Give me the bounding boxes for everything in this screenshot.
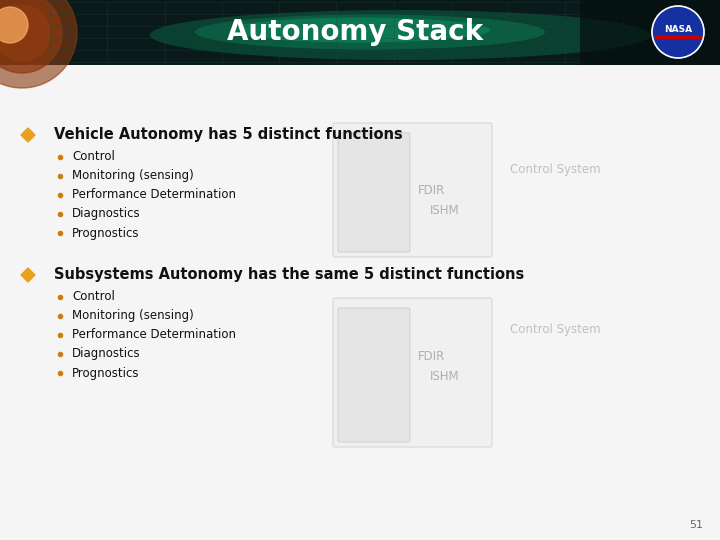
Text: Prognostics: Prognostics bbox=[72, 367, 140, 380]
Text: Control System: Control System bbox=[510, 323, 600, 336]
Text: Monitoring (sensing): Monitoring (sensing) bbox=[72, 309, 194, 322]
Ellipse shape bbox=[150, 10, 650, 60]
Ellipse shape bbox=[230, 17, 490, 43]
Bar bbox=[0, 65, 720, 540]
Bar bbox=[0, 0, 720, 65]
Text: FDIR: FDIR bbox=[418, 350, 445, 363]
Polygon shape bbox=[21, 128, 35, 142]
Text: FDIR: FDIR bbox=[418, 184, 445, 197]
Text: Monitoring (sensing): Monitoring (sensing) bbox=[72, 170, 194, 183]
FancyBboxPatch shape bbox=[338, 308, 410, 442]
Text: Performance Determination: Performance Determination bbox=[72, 188, 236, 201]
Text: Vehicle Autonomy has 5 distinct functions: Vehicle Autonomy has 5 distinct function… bbox=[54, 127, 402, 143]
Ellipse shape bbox=[195, 15, 545, 50]
Bar bbox=[580, 0, 720, 65]
Circle shape bbox=[652, 6, 704, 58]
Text: Control: Control bbox=[72, 291, 115, 303]
Text: Diagnostics: Diagnostics bbox=[72, 207, 140, 220]
Text: Subsystems Autonomy has the same 5 distinct functions: Subsystems Autonomy has the same 5 disti… bbox=[54, 267, 524, 282]
Text: Control System: Control System bbox=[510, 164, 600, 177]
Circle shape bbox=[0, 5, 50, 61]
Text: Prognostics: Prognostics bbox=[72, 226, 140, 240]
Text: Autonomy Stack: Autonomy Stack bbox=[227, 18, 483, 46]
Text: Diagnostics: Diagnostics bbox=[72, 348, 140, 361]
Text: ISHM: ISHM bbox=[430, 204, 459, 217]
FancyBboxPatch shape bbox=[333, 123, 492, 257]
Text: NASA: NASA bbox=[664, 25, 692, 35]
FancyBboxPatch shape bbox=[333, 298, 492, 447]
Polygon shape bbox=[21, 268, 35, 282]
Text: ISHM: ISHM bbox=[430, 370, 459, 383]
FancyBboxPatch shape bbox=[338, 133, 410, 252]
Circle shape bbox=[0, 0, 62, 73]
Text: Control: Control bbox=[72, 151, 115, 164]
Text: Performance Determination: Performance Determination bbox=[72, 328, 236, 341]
Text: 51: 51 bbox=[689, 520, 703, 530]
Circle shape bbox=[0, 7, 28, 43]
Circle shape bbox=[0, 0, 77, 88]
